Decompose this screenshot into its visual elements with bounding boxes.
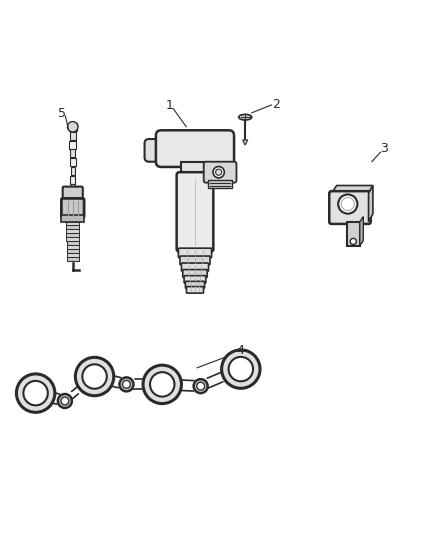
Circle shape	[61, 397, 69, 405]
Bar	[67, 245, 79, 249]
Text: 4: 4	[236, 344, 244, 357]
Bar	[181, 161, 209, 175]
Bar	[208, 180, 232, 188]
Bar	[71, 184, 74, 192]
FancyBboxPatch shape	[187, 287, 204, 293]
FancyBboxPatch shape	[181, 263, 208, 271]
FancyBboxPatch shape	[185, 281, 205, 288]
Circle shape	[58, 394, 72, 408]
Bar	[70, 132, 76, 140]
Text: 2: 2	[272, 99, 280, 111]
Bar	[67, 257, 79, 261]
Bar	[67, 241, 79, 245]
Circle shape	[23, 381, 48, 405]
Circle shape	[120, 377, 134, 391]
FancyBboxPatch shape	[145, 139, 169, 161]
Circle shape	[194, 379, 208, 393]
Bar	[70, 149, 75, 157]
FancyBboxPatch shape	[184, 276, 206, 283]
Circle shape	[215, 169, 222, 175]
FancyBboxPatch shape	[329, 191, 371, 224]
Bar	[67, 237, 79, 241]
Polygon shape	[243, 140, 248, 145]
Circle shape	[222, 350, 260, 389]
FancyBboxPatch shape	[177, 172, 213, 252]
FancyBboxPatch shape	[204, 161, 237, 183]
Circle shape	[150, 372, 174, 397]
FancyBboxPatch shape	[156, 130, 234, 167]
Circle shape	[350, 238, 357, 245]
Bar	[66, 225, 79, 229]
FancyBboxPatch shape	[178, 248, 212, 258]
Circle shape	[123, 381, 131, 389]
Circle shape	[67, 122, 78, 132]
Circle shape	[341, 198, 354, 211]
Ellipse shape	[239, 115, 252, 120]
FancyBboxPatch shape	[180, 256, 210, 265]
Circle shape	[75, 357, 114, 395]
Bar	[70, 158, 76, 166]
Text: 3: 3	[380, 142, 388, 155]
Circle shape	[143, 365, 181, 403]
Circle shape	[213, 166, 224, 178]
FancyBboxPatch shape	[61, 198, 84, 217]
Bar	[67, 253, 79, 257]
Text: 5: 5	[58, 107, 66, 120]
Bar	[69, 123, 77, 131]
Polygon shape	[368, 185, 373, 222]
Polygon shape	[332, 185, 373, 193]
Bar	[67, 249, 79, 253]
FancyBboxPatch shape	[63, 187, 83, 200]
Circle shape	[229, 357, 253, 381]
Text: 1: 1	[166, 99, 174, 112]
Bar	[69, 141, 76, 149]
Bar	[66, 222, 79, 225]
Circle shape	[16, 374, 55, 413]
Bar	[66, 229, 79, 233]
Circle shape	[197, 382, 205, 390]
FancyBboxPatch shape	[183, 270, 207, 277]
Bar	[61, 215, 84, 222]
Bar	[347, 222, 360, 246]
Bar	[71, 167, 75, 175]
Polygon shape	[360, 216, 363, 246]
Circle shape	[338, 195, 357, 214]
Circle shape	[82, 364, 107, 389]
Bar	[67, 233, 79, 237]
Bar	[71, 176, 75, 183]
